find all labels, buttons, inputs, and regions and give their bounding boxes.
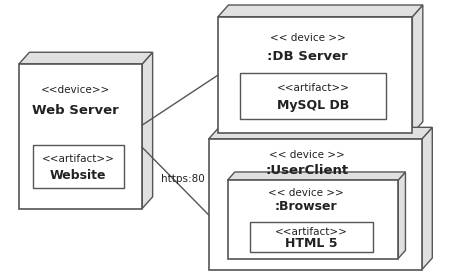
Text: :UserClient: :UserClient xyxy=(265,164,348,177)
Polygon shape xyxy=(412,5,423,133)
Polygon shape xyxy=(19,52,153,64)
Text: << device >>: << device >> xyxy=(270,33,346,43)
Bar xyxy=(218,17,412,133)
Polygon shape xyxy=(209,127,432,139)
Bar xyxy=(240,73,386,120)
Bar xyxy=(33,145,124,188)
Text: Web Server: Web Server xyxy=(32,104,119,117)
Text: :Browser: :Browser xyxy=(275,200,337,212)
Polygon shape xyxy=(218,5,423,17)
Text: https:80: https:80 xyxy=(161,174,204,184)
Polygon shape xyxy=(142,52,153,209)
Text: << device >>: << device >> xyxy=(269,150,345,160)
Bar xyxy=(228,180,398,259)
Text: <<device>>: <<device>> xyxy=(41,85,110,95)
Bar xyxy=(209,139,422,270)
Bar xyxy=(19,64,142,208)
Text: HTML 5: HTML 5 xyxy=(285,237,337,250)
Text: MySQL DB: MySQL DB xyxy=(277,99,349,112)
Text: <<artifact>>: <<artifact>> xyxy=(42,154,115,164)
Polygon shape xyxy=(422,127,432,270)
Text: <<artifact>>: <<artifact>> xyxy=(275,227,348,237)
Polygon shape xyxy=(398,172,405,259)
Bar xyxy=(250,222,373,252)
Text: <<artifact>>: <<artifact>> xyxy=(276,83,349,93)
Text: Website: Website xyxy=(50,169,107,182)
Text: :DB Server: :DB Server xyxy=(267,50,348,63)
Polygon shape xyxy=(228,172,405,180)
Text: << device >>: << device >> xyxy=(268,188,344,198)
